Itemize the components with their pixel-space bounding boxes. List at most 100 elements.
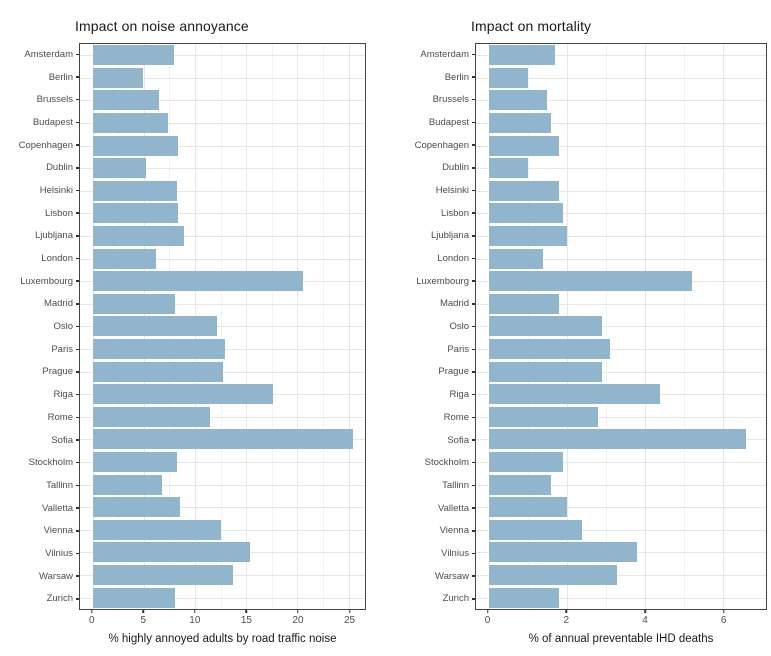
x-tick-label: 6 [720,615,727,626]
category-label: Riga [53,389,73,401]
bar [92,429,353,450]
category-label: Riga [449,389,469,401]
bar-row [476,270,766,293]
bar-row [80,586,365,609]
bar [92,180,177,201]
y-tick-mark [76,552,79,555]
y-tick-mark [472,552,475,555]
y-tick-mark [76,280,79,282]
y-label-row: Copenhagen [0,134,79,157]
category-label: Luxembourg [416,275,469,287]
y-tick-mark [472,325,475,328]
category-label: London [41,253,73,265]
y-tick-mark [76,167,79,169]
horizontal-gridline [80,123,365,125]
bar [488,45,555,66]
chart-title: Impact on noise annoyance [75,17,249,34]
horizontal-gridline [476,168,766,170]
bar [488,180,559,201]
chart-mortality: Impact on mortality Amsterdam Berlin Bruss… [386,8,771,645]
y-label-row: Amsterdam [386,43,475,66]
bar [488,248,544,269]
y-label-row: Sofia [0,429,79,452]
x-tick-mark [91,610,93,613]
bar [488,271,692,292]
bar-row [80,338,365,361]
y-axis-labels: Amsterdam Berlin Brussels Budapest Copenhage… [0,43,79,610]
y-tick-mark [472,416,475,419]
bar-row [80,473,365,496]
y-tick-mark [76,439,79,441]
x-tick-mark [194,610,196,613]
x-axis: 0 2 4 6 [475,610,767,629]
category-label: Prague [438,366,469,378]
y-label-row: Ljubljana [386,225,475,248]
horizontal-gridline [476,55,766,57]
category-label: Helsinki [39,184,73,196]
y-tick-mark [472,189,475,192]
y-label-row: Zurich [0,588,79,611]
bar [488,406,598,427]
bar [488,564,618,585]
bar-row [80,315,365,338]
bar-row [476,315,766,338]
bar [92,497,180,518]
category-label: Stockholm [28,457,73,469]
horizontal-gridline [80,145,365,147]
y-tick-mark [472,348,475,351]
bar-row [476,406,766,429]
horizontal-gridline [80,77,365,79]
bar-row [476,496,766,519]
horizontal-gridline [476,484,766,486]
y-label-row: Rome [386,406,475,429]
bar-row [476,44,766,67]
horizontal-gridline [80,213,365,215]
bar-row [80,383,365,406]
bar [92,226,184,247]
category-label: Helsinki [435,184,469,196]
horizontal-gridline [476,597,766,599]
y-tick-mark [472,530,475,532]
bar [488,135,559,156]
bar [92,519,221,540]
y-tick-mark [76,530,79,532]
category-label: Ljubljana [430,230,469,242]
bar [488,90,548,111]
y-tick-mark [76,348,79,351]
category-label: Dublin [442,162,469,174]
y-label-row: Riga [0,383,79,406]
bar [488,293,559,314]
y-tick-mark [472,76,475,78]
y-label-row: Prague [386,361,475,384]
x-tick-label: 20 [292,615,304,626]
category-label: Tallinn [442,479,469,491]
bar-row [80,44,365,67]
y-label-row: Brussels [0,88,79,111]
bar [92,384,273,405]
bar [92,542,251,563]
x-axis: 0 5 10 15 20 25 [79,610,366,629]
horizontal-gridline [80,236,365,238]
bar-row [476,180,766,203]
y-tick-mark [76,144,79,146]
y-label-row: Vienna [0,519,79,542]
y-tick-mark [76,371,79,373]
bar [92,90,160,111]
y-tick-mark [472,598,475,600]
category-label: Rome [443,411,469,423]
y-label-row: Berlin [0,66,79,89]
category-label: Oslo [449,321,469,333]
category-label: Warsaw [39,570,73,582]
bar-row [476,428,766,451]
bar [488,384,661,405]
bar [488,542,638,563]
bar [488,67,528,88]
bar-row [476,383,766,406]
bar-row [80,518,365,541]
y-tick-mark [76,235,79,237]
horizontal-gridline [80,168,365,170]
bar [488,113,552,134]
bar-row [476,225,766,248]
bar [488,474,552,495]
